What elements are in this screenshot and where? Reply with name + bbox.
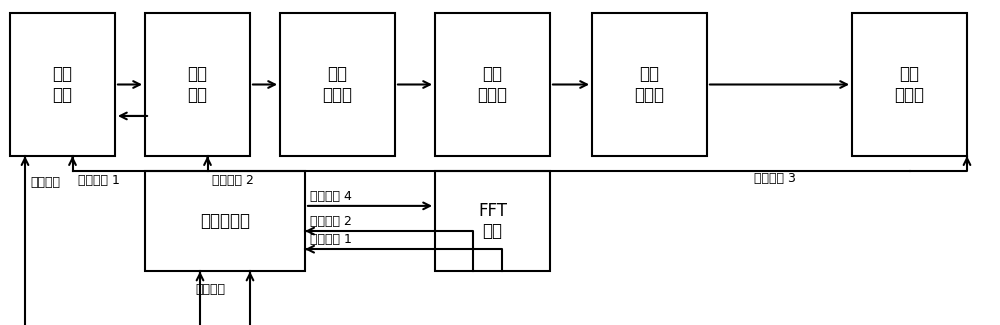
Bar bbox=[145, 13, 250, 156]
Text: 频谱数据 2: 频谱数据 2 bbox=[310, 215, 352, 228]
Text: 数字
下变频: 数字 下变频 bbox=[478, 65, 508, 104]
Bar bbox=[10, 13, 115, 156]
Text: 频谱数据 1: 频谱数据 1 bbox=[310, 233, 352, 246]
Text: 数字
滤波器: 数字 滤波器 bbox=[635, 65, 664, 104]
Text: 数字
检波器: 数字 检波器 bbox=[895, 65, 924, 104]
Bar bbox=[435, 171, 550, 271]
Text: 中频
增益: 中频 增益 bbox=[187, 65, 207, 104]
Text: 控制信号 3: 控制信号 3 bbox=[755, 172, 796, 185]
Bar bbox=[592, 13, 707, 156]
Text: 控制信号 2: 控制信号 2 bbox=[212, 174, 254, 187]
Text: 扫描控制器: 扫描控制器 bbox=[200, 212, 250, 230]
Text: 扫描参数: 扫描参数 bbox=[195, 283, 225, 296]
Text: 射频
变频: 射频 变频 bbox=[52, 65, 72, 104]
Bar bbox=[145, 171, 305, 271]
Text: 模数
转换器: 模数 转换器 bbox=[322, 65, 352, 104]
Text: 射频输入: 射频输入 bbox=[30, 176, 60, 188]
Text: 控制信号 1: 控制信号 1 bbox=[78, 174, 119, 187]
Bar bbox=[435, 13, 550, 156]
Text: 控制信号 4: 控制信号 4 bbox=[310, 189, 352, 203]
Text: FFT
分析: FFT 分析 bbox=[478, 202, 507, 240]
Bar bbox=[280, 13, 395, 156]
Bar bbox=[852, 13, 967, 156]
